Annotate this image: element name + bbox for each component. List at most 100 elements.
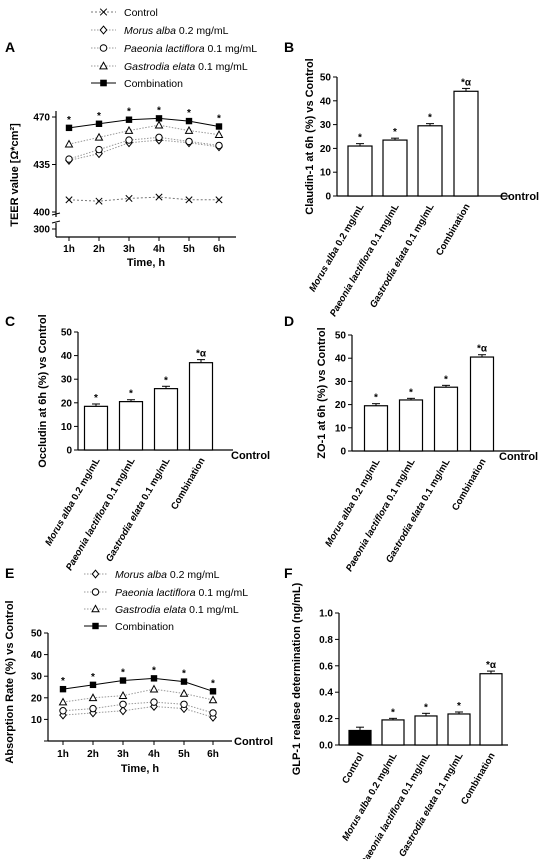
significance-mark: * — [424, 702, 428, 713]
axis-break-mark — [51, 212, 61, 224]
y-tick-label: 300 — [33, 225, 50, 236]
panel-a-teer-chart: A 470 435 400 300 1h 2h 3h 4h 5h 6h Time, h TEER val… — [5, 39, 236, 269]
significance-mark: * — [358, 133, 362, 144]
bar — [83, 405, 109, 451]
panel-label: C — [5, 313, 15, 329]
reference-label: Control — [234, 736, 273, 748]
y-tick-label: 50 — [320, 73, 332, 84]
x-tick-label: 1h — [57, 749, 69, 760]
y-tick-label: 40 — [335, 354, 347, 365]
legend-marker-circle — [99, 44, 108, 52]
y-tick-label: 40 — [31, 650, 43, 661]
significance-mark: * — [428, 113, 432, 124]
category-label: Paeonia lactiflora 0.1 mg/mL — [328, 202, 402, 319]
legend-label: Gastrodia elata 0.1 mg/mL — [115, 604, 239, 616]
y-tick-label: 0 — [340, 447, 346, 458]
bar — [469, 356, 495, 452]
data-point — [59, 707, 67, 715]
category-label: Combination — [434, 202, 473, 258]
series-line — [68, 136, 220, 160]
bar — [453, 90, 479, 197]
data-point — [155, 133, 163, 142]
data-point — [215, 141, 223, 150]
reference-label: Control — [499, 451, 538, 463]
series-line — [62, 705, 214, 718]
legend-label: Combination — [124, 78, 183, 90]
data-point — [119, 677, 127, 684]
legend-label: Morus alba 0.2 mg/mL — [115, 569, 220, 581]
data-point — [58, 697, 68, 706]
panel-label: E — [5, 565, 14, 581]
significance-mark: *α — [486, 660, 497, 671]
significance-mark: * — [374, 393, 378, 404]
bar — [433, 386, 459, 452]
x-tick-label: 6h — [207, 749, 219, 760]
y-tick-label: 20 — [61, 398, 73, 409]
data-point — [124, 125, 134, 134]
x-axis-title: Time, h — [127, 257, 166, 269]
data-point — [119, 700, 127, 708]
significance-mark: * — [127, 107, 131, 118]
bar — [414, 715, 438, 746]
y-tick-label: 30 — [61, 375, 73, 386]
series-line — [68, 139, 220, 161]
y-tick-label: 0.2 — [319, 714, 333, 725]
data-point — [89, 681, 97, 689]
y-tick-label: 0.0 — [319, 741, 333, 752]
bar — [479, 673, 503, 746]
series-line — [68, 196, 219, 202]
panel-label: F — [284, 565, 293, 581]
data-point — [155, 193, 163, 201]
significance-mark: * — [67, 115, 71, 126]
series-line — [62, 701, 214, 714]
bar — [363, 405, 389, 452]
y-tick-label: 20 — [320, 144, 332, 155]
panel-e-absorption-chart: E 10 20 30 40 50 1h 2h 3h 4h 5h 6h Time, h Absorption… — [4, 565, 273, 775]
y-tick-label: 0.4 — [319, 688, 333, 699]
y-tick-label: 50 — [31, 629, 43, 640]
y-axis-title: Claudin-1 at 6h (%) vs Control — [304, 58, 316, 214]
y-tick-label: 470 — [33, 113, 50, 124]
data-point — [118, 690, 128, 699]
data-point — [95, 197, 103, 205]
data-point — [125, 116, 133, 123]
y-tick-label: 30 — [335, 377, 347, 388]
category-label: Combination — [450, 457, 489, 513]
legend-marker-circle — [91, 588, 100, 596]
legend-marker-triangle — [99, 61, 108, 70]
data-point — [180, 678, 188, 685]
y-axis-title: TEER value [Ω*cm²] — [9, 123, 21, 227]
data-point — [154, 120, 164, 129]
data-point — [179, 688, 189, 697]
x-tick-label: 5h — [178, 749, 190, 760]
y-tick-label: 30 — [320, 120, 332, 131]
legend-marker-square — [92, 622, 99, 630]
x-tick-label: 1h — [63, 244, 75, 255]
data-point — [185, 117, 193, 125]
y-tick-label: 400 — [33, 208, 50, 219]
significance-mark: *α — [477, 344, 488, 355]
series-line — [62, 677, 214, 692]
legend-marker-diamond — [91, 569, 100, 579]
significance-mark: * — [164, 375, 168, 386]
data-point — [155, 115, 163, 122]
y-tick-label: 30 — [31, 672, 43, 683]
bar — [382, 139, 408, 197]
y-tick-label: 435 — [33, 160, 50, 171]
significance-mark: * — [129, 389, 133, 400]
legend-label: Control — [124, 7, 158, 19]
y-tick-label: 10 — [61, 422, 73, 433]
series-line — [68, 117, 220, 129]
x-tick-label: 6h — [213, 244, 225, 255]
reference-label: Control — [500, 191, 539, 203]
data-point — [65, 124, 73, 132]
legend-label: Paeonia lactiflora 0.1 mg/mL — [124, 43, 257, 55]
category-label: Paeonia lactiflora 0.1 mg/mL — [344, 457, 418, 574]
data-point — [150, 701, 158, 712]
legend-marker-triangle — [91, 604, 100, 613]
significance-mark: * — [182, 669, 186, 680]
x-tick-label: 5h — [183, 244, 195, 255]
category-label: Control — [340, 751, 366, 786]
